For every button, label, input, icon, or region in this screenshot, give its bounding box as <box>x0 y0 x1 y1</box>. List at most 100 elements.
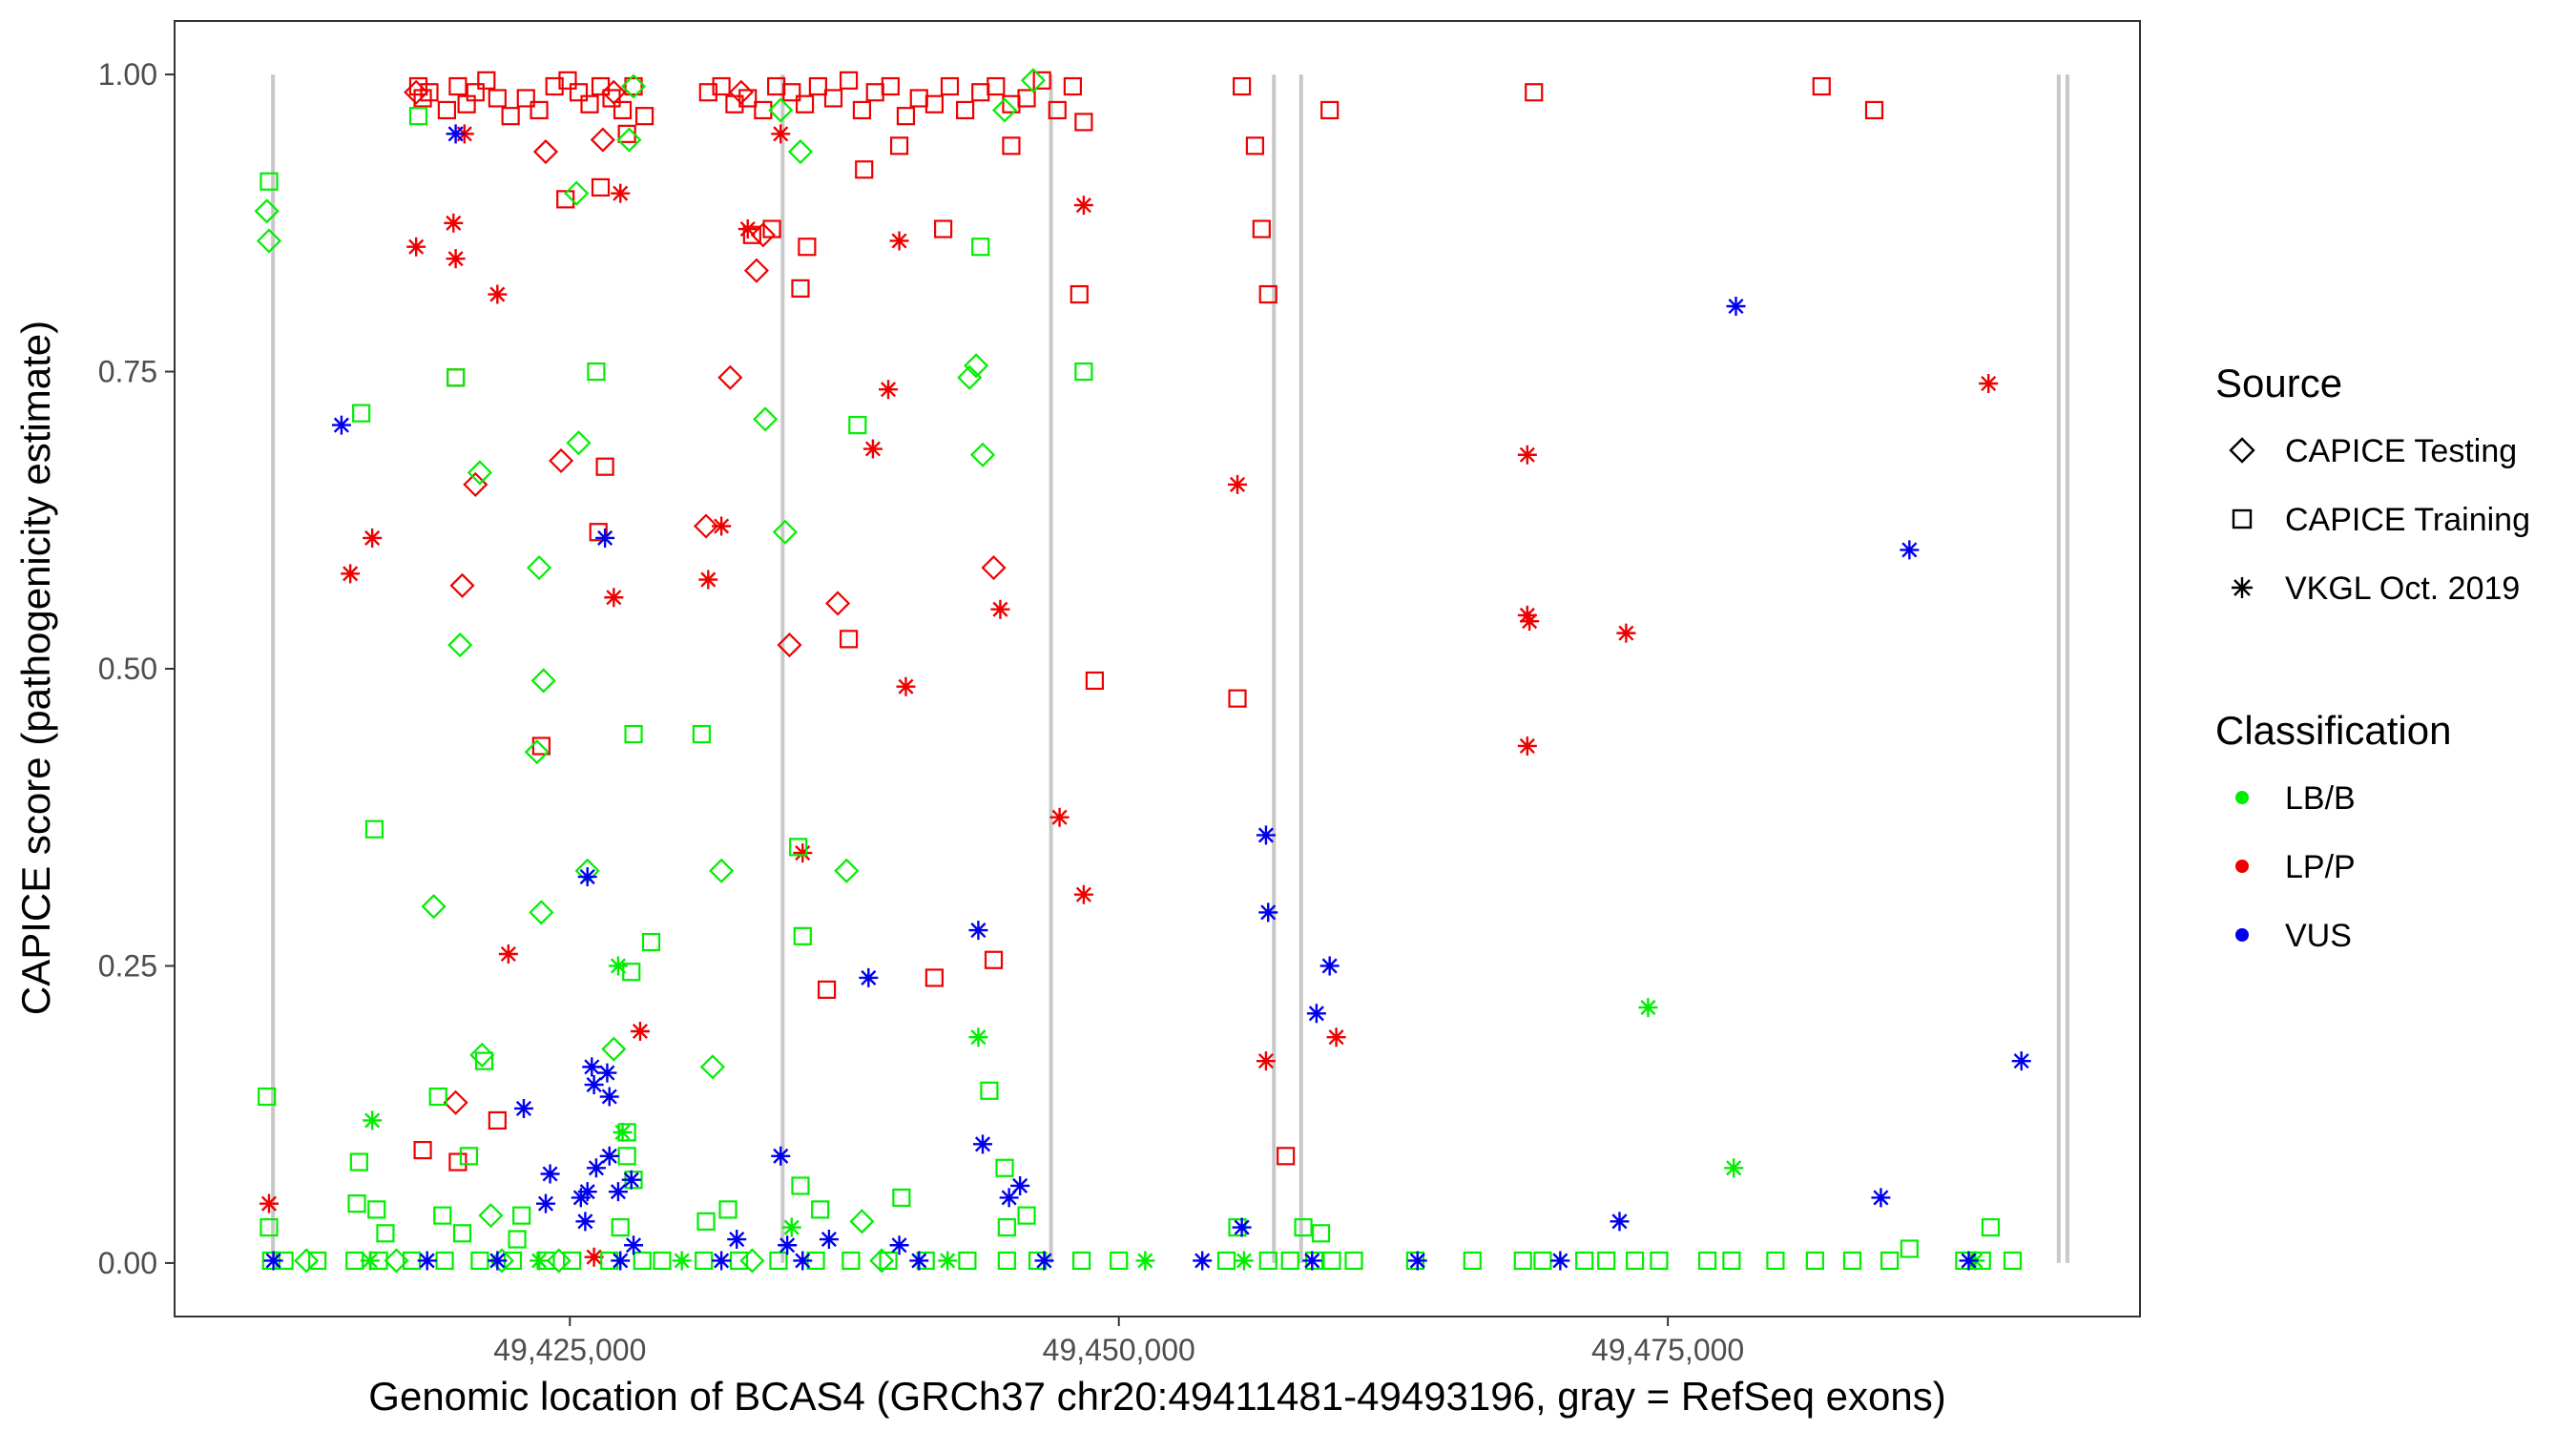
point-diamond <box>294 1248 320 1274</box>
point-square <box>653 1251 672 1271</box>
point-asterisk <box>1724 1158 1744 1178</box>
point-square <box>1085 671 1105 691</box>
point-diamond <box>601 79 627 105</box>
point-square <box>958 1251 977 1271</box>
point-square <box>696 1212 716 1231</box>
legend-vus-dot-icon <box>2235 928 2249 942</box>
point-asterisk <box>488 284 508 304</box>
point-diamond <box>777 633 802 658</box>
point-diamond <box>964 353 989 379</box>
point-diamond <box>443 1089 468 1115</box>
point-asterisk <box>417 1251 437 1271</box>
point-diamond <box>620 73 647 99</box>
point-square <box>987 76 1006 96</box>
point-square <box>624 724 643 744</box>
point-square <box>718 1200 737 1219</box>
point-asterisk <box>608 956 628 976</box>
legend-diamond-icon <box>2229 437 2255 464</box>
point-square <box>769 1251 788 1271</box>
point-diamond <box>590 127 615 153</box>
point-square <box>624 76 643 96</box>
point-square <box>924 94 944 114</box>
point-diamond <box>601 1036 627 1062</box>
point-diamond <box>991 97 1018 123</box>
point-asterisk <box>968 921 988 941</box>
point-asterisk <box>862 439 883 459</box>
point-square <box>459 1147 479 1166</box>
point-asterisk <box>513 1098 533 1118</box>
y-tick-label: 0.00 <box>98 1246 157 1280</box>
point-asterisk <box>1049 807 1070 827</box>
point-square <box>881 76 900 96</box>
point-diamond <box>834 858 860 883</box>
point-asterisk <box>1610 1212 1630 1232</box>
point-diamond <box>527 555 552 581</box>
legend-source-vkgl-label: VKGL Oct. 2019 <box>2285 570 2520 607</box>
point-square <box>823 89 843 108</box>
point-asterisk <box>363 528 383 548</box>
point-asterisk <box>621 1170 641 1190</box>
point-asterisk <box>498 944 518 964</box>
point-diamond <box>469 1042 495 1068</box>
legend-lbb-dot-icon <box>2235 791 2249 804</box>
legend-source-title: Source <box>2215 361 2342 405</box>
y-tick-label: 0.75 <box>98 355 157 389</box>
point-asterisk <box>909 1251 929 1271</box>
point-diamond <box>709 858 735 883</box>
point-square <box>1812 76 1831 96</box>
point-diamond <box>254 198 280 224</box>
point-square <box>408 107 428 126</box>
point-asterisk <box>771 124 791 144</box>
plot-area <box>174 20 2141 1317</box>
legend-class-lbb: LB/B <box>2235 780 2356 817</box>
point-diamond <box>404 79 429 105</box>
legend-source-training: CAPICE Training <box>2232 502 2530 538</box>
point-diamond <box>957 364 983 390</box>
point-asterisk <box>1302 1251 1322 1271</box>
point-asterisk <box>990 599 1010 619</box>
point-asterisk <box>1319 956 1340 976</box>
point-asterisk <box>597 1063 617 1083</box>
point-square <box>1766 1251 1785 1271</box>
point-asterisk <box>727 1230 747 1250</box>
point-asterisk <box>968 1027 988 1047</box>
point-asterisk <box>608 1182 628 1202</box>
point-square <box>508 1230 527 1249</box>
point-asterisk <box>599 1146 619 1166</box>
point-square <box>879 1251 898 1271</box>
point-square <box>448 1152 467 1172</box>
legend-source-training-label: CAPICE Training <box>2285 502 2530 538</box>
point-asterisk <box>446 124 466 144</box>
point-square <box>1252 219 1271 238</box>
point-asterisk <box>1073 884 1093 904</box>
point-square <box>530 100 549 120</box>
point-asterisk <box>595 528 615 548</box>
point-asterisk <box>1871 1188 1891 1208</box>
point-square <box>613 100 633 120</box>
point-diamond <box>717 364 743 390</box>
point-asterisk <box>577 1182 597 1202</box>
point-square <box>791 279 810 298</box>
legend-source-vkgl: VKGL Oct. 2019 <box>2232 570 2520 607</box>
point-square <box>1650 1251 1669 1271</box>
point-square <box>980 1081 999 1100</box>
point-asterisk <box>259 1193 279 1213</box>
point-square <box>852 100 872 120</box>
point-square <box>1981 1217 2001 1237</box>
point-asterisk <box>973 1134 993 1154</box>
point-square <box>1032 71 1051 90</box>
point-diamond <box>546 1248 571 1274</box>
point-asterisk <box>698 570 718 590</box>
point-asterisk <box>540 1164 560 1184</box>
legend-class-vus: VUS <box>2235 918 2352 954</box>
point-square <box>997 1251 1016 1271</box>
point-square <box>795 94 815 114</box>
point-asterisk <box>586 1158 606 1178</box>
point-square <box>1626 1251 1645 1271</box>
point-asterisk <box>781 1217 801 1237</box>
point-asterisk <box>793 1251 813 1271</box>
point-square <box>840 71 859 90</box>
point-square <box>1048 100 1067 120</box>
legend-square-icon <box>2232 508 2253 529</box>
